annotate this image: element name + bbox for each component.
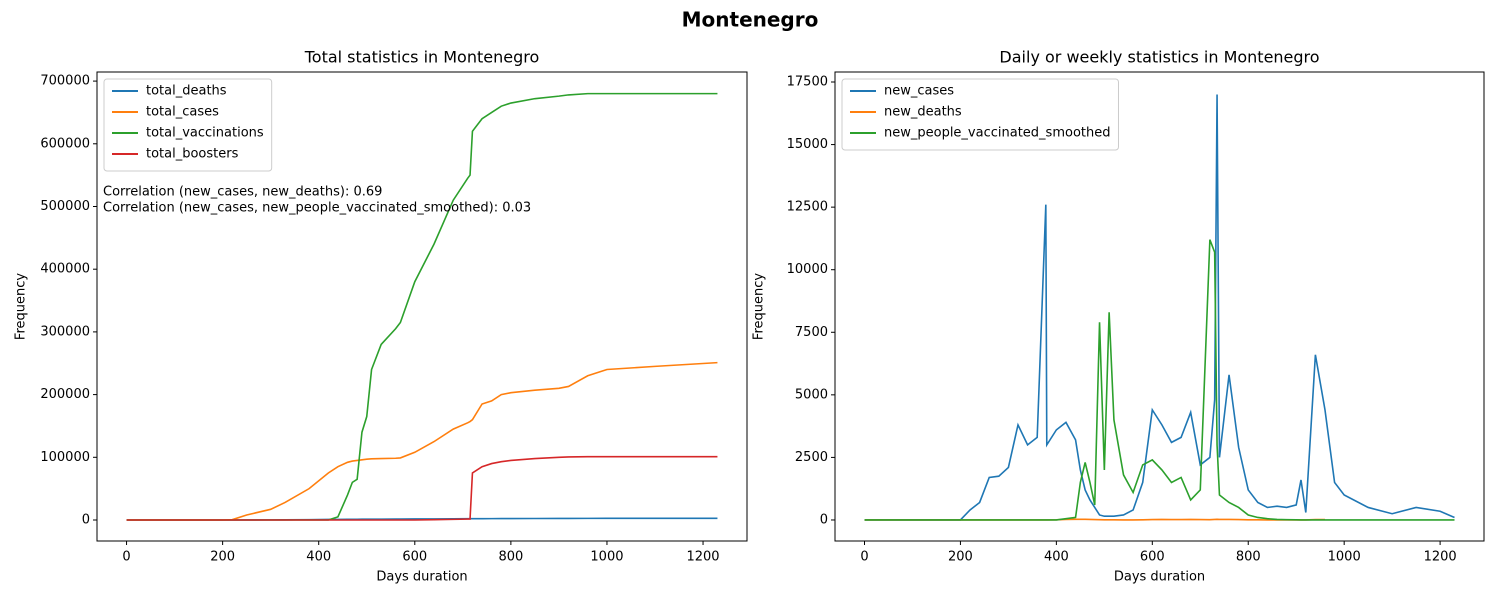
y-axis-label: Frequency	[14, 273, 29, 340]
legend-label: total_boosters	[146, 147, 239, 162]
annotation: Correlation (new_cases, new_deaths): 0.6…	[103, 185, 382, 200]
x-tick-label: 1000	[1328, 550, 1361, 565]
legend-label: new_people_vaccinated_smoothed	[884, 126, 1110, 141]
y-tick-label: 2500	[795, 450, 828, 465]
x-tick-label: 1000	[590, 550, 623, 565]
panel-title: Daily or weekly statistics in Montenegro	[999, 48, 1319, 67]
x-axis-label: Days duration	[1114, 570, 1205, 585]
annotation: Correlation (new_cases, new_people_vacci…	[103, 201, 531, 216]
series-line	[126, 361, 718, 521]
x-tick-label: 1200	[1424, 550, 1457, 565]
x-axis-label: Days duration	[376, 570, 467, 585]
x-tick-label: 0	[860, 550, 868, 565]
axes-frame	[96, 71, 748, 542]
legend-label: total_vaccinations	[146, 126, 264, 141]
x-tick-label: 400	[1044, 550, 1069, 565]
y-tick-label: 500000	[40, 199, 90, 214]
y-tick-label: 12500	[787, 200, 828, 215]
x-tick-label: 800	[498, 550, 523, 565]
x-tick-label: 200	[948, 550, 973, 565]
y-tick-label: 700000	[40, 74, 90, 89]
legend-box	[103, 78, 273, 172]
legend-box	[841, 78, 1119, 151]
legend-label: total_cases	[146, 105, 219, 120]
y-tick-label: 200000	[40, 387, 90, 402]
y-tick-label: 300000	[40, 324, 90, 339]
y-tick-label: 0	[82, 512, 90, 527]
legend-label: new_cases	[884, 84, 954, 99]
x-tick-label: 600	[402, 550, 427, 565]
series-line	[864, 239, 1455, 521]
legend-label: new_deaths	[884, 105, 962, 120]
y-tick-label: 17500	[787, 75, 828, 90]
y-tick-label: 15000	[787, 137, 828, 152]
x-tick-label: 800	[1236, 550, 1261, 565]
y-tick-label: 7500	[795, 325, 828, 340]
series-line	[126, 455, 718, 521]
panel-title: Total statistics in Montenegro	[304, 48, 540, 67]
y-tick-label: 600000	[40, 136, 90, 151]
axes-frame	[834, 71, 1485, 542]
x-tick-label: 600	[1140, 550, 1165, 565]
x-tick-label: 200	[210, 550, 235, 565]
x-tick-label: 400	[306, 550, 331, 565]
x-tick-label: 0	[122, 550, 130, 565]
y-tick-label: 10000	[787, 262, 828, 277]
y-tick-label: 400000	[40, 262, 90, 277]
y-axis-label: Frequency	[752, 273, 767, 340]
y-tick-label: 0	[820, 512, 828, 527]
y-tick-label: 5000	[795, 387, 828, 402]
x-tick-label: 1200	[686, 550, 719, 565]
figure-title: Montenegro	[682, 8, 819, 32]
y-tick-label: 100000	[40, 450, 90, 465]
legend-label: total_deaths	[146, 84, 227, 99]
series-line	[864, 94, 1455, 521]
